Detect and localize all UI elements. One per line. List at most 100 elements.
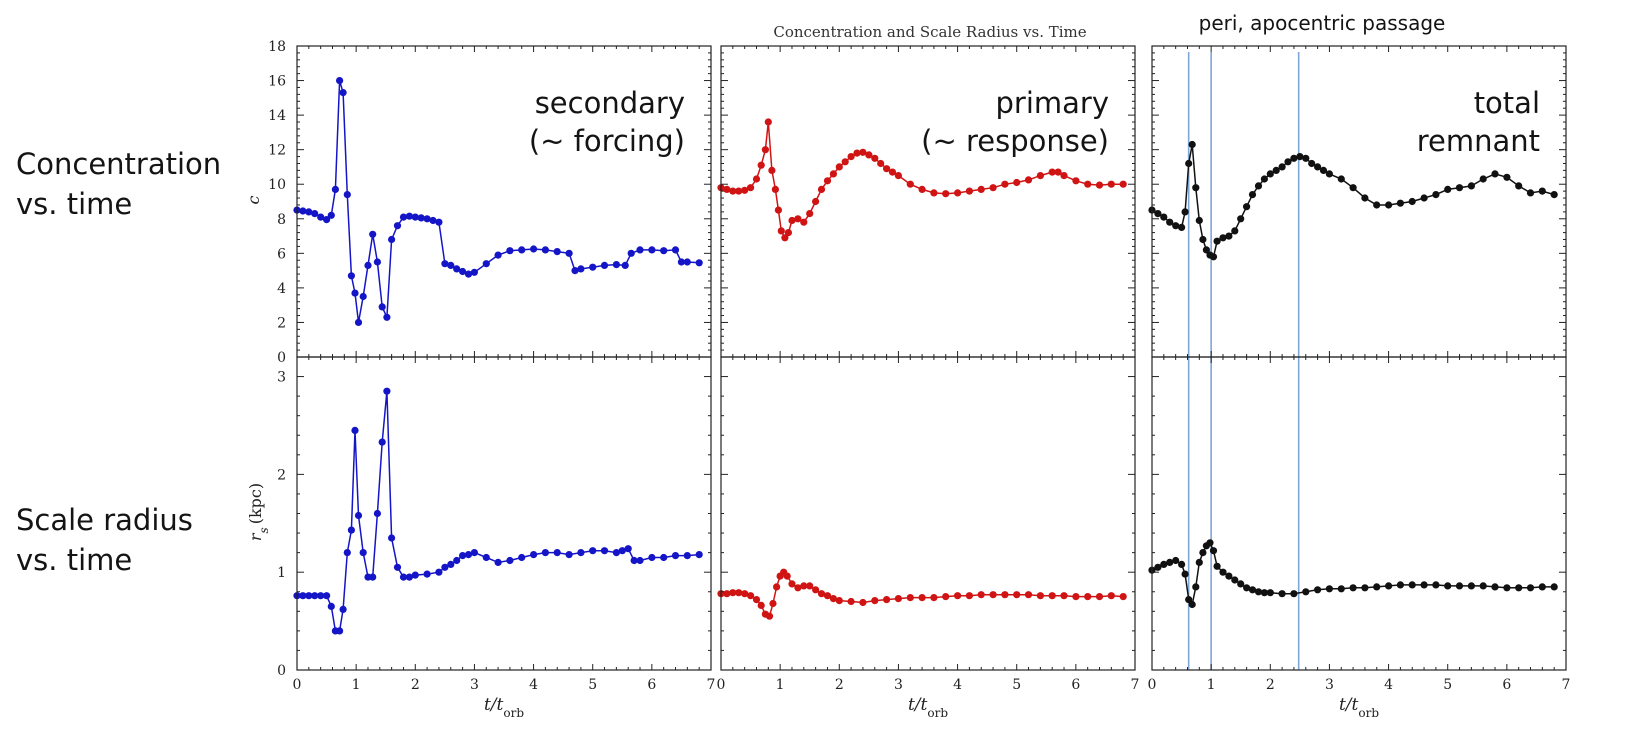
- total-scale_radius-point-22: [1254, 588, 1263, 596]
- total-scale_radius-point-27: [1302, 588, 1310, 596]
- primary-concentration-point-27: [853, 149, 861, 157]
- primary-scale_radius-point-3: [735, 589, 743, 597]
- primary-concentration-point-19: [806, 210, 814, 218]
- total-concentration-point-14: [1209, 253, 1218, 261]
- secondary-concentration-point-10: [343, 191, 351, 199]
- primary-concentration-point-10: [768, 166, 776, 174]
- primary-scale_radius-point-28: [894, 595, 903, 603]
- secondary-concentration-point-52: [660, 247, 668, 255]
- secondary-concentration-point-5: [323, 216, 331, 224]
- secondary-scale_radius-point-14: [359, 549, 367, 557]
- secondary-concentration-point-43: [571, 267, 579, 275]
- primary-scale_radius-point-34: [965, 592, 974, 600]
- total-concentration-point-37: [1361, 194, 1369, 202]
- secondary-panel-label-1: (~ forcing): [529, 124, 685, 158]
- scale_radius-y-tick-3: 3: [277, 370, 286, 386]
- secondary-concentration-point-46: [600, 261, 609, 269]
- total-concentration-point-3: [1166, 218, 1174, 226]
- secondary-scale_radius-point-31: [464, 551, 473, 559]
- primary-concentration-point-54: [1119, 180, 1127, 188]
- secondary-concentration-point-51: [648, 246, 656, 254]
- secondary-scale_radius-point-30: [459, 552, 467, 560]
- total-scale_radius-point-29: [1325, 585, 1333, 593]
- primary-concentration-point-21: [817, 185, 826, 193]
- secondary-scale_radius-point-11: [347, 526, 355, 534]
- total-concentration-point-41: [1408, 197, 1416, 206]
- total-concentration-point-9: [1192, 184, 1200, 192]
- primary-scale_radius-point-47: [1119, 593, 1127, 601]
- secondary-scale_radius-point-28: [447, 560, 455, 569]
- secondary-scale_radius-point-9: [339, 605, 347, 614]
- primary-scale_radius-point-46: [1107, 592, 1115, 600]
- primary-concentration-point-16: [788, 216, 796, 225]
- total-scale_radius-point-1: [1154, 563, 1162, 571]
- total-scale_radius-point-37: [1420, 581, 1428, 589]
- primary-x-tick-5: 5: [1012, 677, 1021, 693]
- primary-scale_radius-point-45: [1095, 593, 1104, 601]
- total-concentration-point-20: [1243, 203, 1251, 211]
- total-concentration-point-31: [1308, 159, 1316, 168]
- primary-x-tick-4: 4: [953, 677, 962, 693]
- total-concentration-point-30: [1302, 154, 1310, 162]
- total-x-tick-3: 3: [1325, 677, 1334, 693]
- primary-concentration-point-20: [812, 197, 820, 206]
- primary-concentration-point-3: [735, 187, 743, 195]
- primary-concentration-point-33: [888, 168, 897, 176]
- total-concentration-point-29: [1296, 153, 1304, 161]
- secondary-scale_radius-point-44: [612, 549, 621, 557]
- secondary-scale_radius-point-37: [530, 551, 538, 559]
- total-scale_radius-frame: [1151, 356, 1567, 671]
- secondary-scale_radius-point-8: [336, 627, 344, 635]
- concentration-y-tick-16: 16: [268, 74, 286, 90]
- primary-concentration-point-13: [777, 227, 785, 235]
- primary-scale_radius-point-5: [747, 592, 755, 600]
- secondary-concentration-point-33: [464, 270, 473, 278]
- total-concentration-point-1: [1154, 210, 1162, 218]
- secondary-scale_radius-point-19: [383, 387, 391, 395]
- total-concentration-point-42: [1420, 194, 1428, 202]
- primary-scale_radius-point-1: [723, 590, 731, 598]
- secondary-concentration-point-18: [378, 303, 386, 311]
- total-scale_radius-point-20: [1243, 584, 1251, 592]
- total-concentration-point-5: [1178, 223, 1186, 231]
- passage-annotation: peri, apocentric passage: [1199, 11, 1446, 35]
- primary-concentration-point-5: [747, 184, 755, 192]
- total-scale_radius-point-18: [1231, 576, 1239, 584]
- total-scale_radius-point-14: [1209, 547, 1218, 555]
- total-scale_radius-point-41: [1467, 582, 1475, 590]
- secondary-concentration-point-7: [331, 185, 339, 193]
- primary-concentration-point-2: [729, 187, 737, 195]
- total-x-tick-5: 5: [1443, 677, 1452, 693]
- primary-panel-label-0: primary: [996, 86, 1110, 120]
- total-concentration-point-19: [1237, 215, 1245, 223]
- total-scale_radius-point-11: [1199, 549, 1207, 557]
- secondary-concentration-point-32: [459, 267, 467, 276]
- total-concentration-point-25: [1272, 166, 1280, 174]
- secondary-scale_radius-point-1: [299, 592, 307, 600]
- secondary-scale_radius-point-6: [327, 602, 335, 611]
- secondary-scale_radius-point-5: [323, 592, 331, 600]
- concentration-y-tick-8: 8: [277, 212, 286, 228]
- total-scale_radius-point-19: [1237, 580, 1245, 588]
- secondary-concentration-point-31: [453, 265, 461, 273]
- total-concentration-point-40: [1396, 199, 1404, 207]
- secondary-concentration-point-27: [429, 216, 437, 225]
- primary-concentration-point-22: [823, 177, 832, 185]
- secondary-scale_radius-point-42: [589, 547, 597, 555]
- total-concentration-point-33: [1319, 166, 1328, 174]
- primary-scale_radius-point-43: [1072, 593, 1080, 601]
- secondary-concentration-point-1: [299, 207, 307, 215]
- total-concentration-point-4: [1172, 222, 1180, 230]
- primary-concentration-point-40: [965, 187, 974, 195]
- primary-concentration-point-6: [752, 175, 761, 183]
- total-concentration-point-2: [1160, 213, 1168, 221]
- secondary-concentration-point-49: [627, 249, 635, 257]
- primary-concentration-point-14: [781, 234, 789, 242]
- secondary-scale_radius-point-38: [541, 549, 550, 557]
- total-scale_radius-point-31: [1349, 584, 1357, 592]
- total-scale_radius-point-26: [1290, 590, 1298, 598]
- secondary-concentration-point-4: [317, 213, 325, 221]
- primary-scale_radius-point-4: [741, 590, 749, 598]
- total-concentration-point-43: [1432, 191, 1440, 199]
- secondary-scale_radius-point-45: [618, 547, 626, 555]
